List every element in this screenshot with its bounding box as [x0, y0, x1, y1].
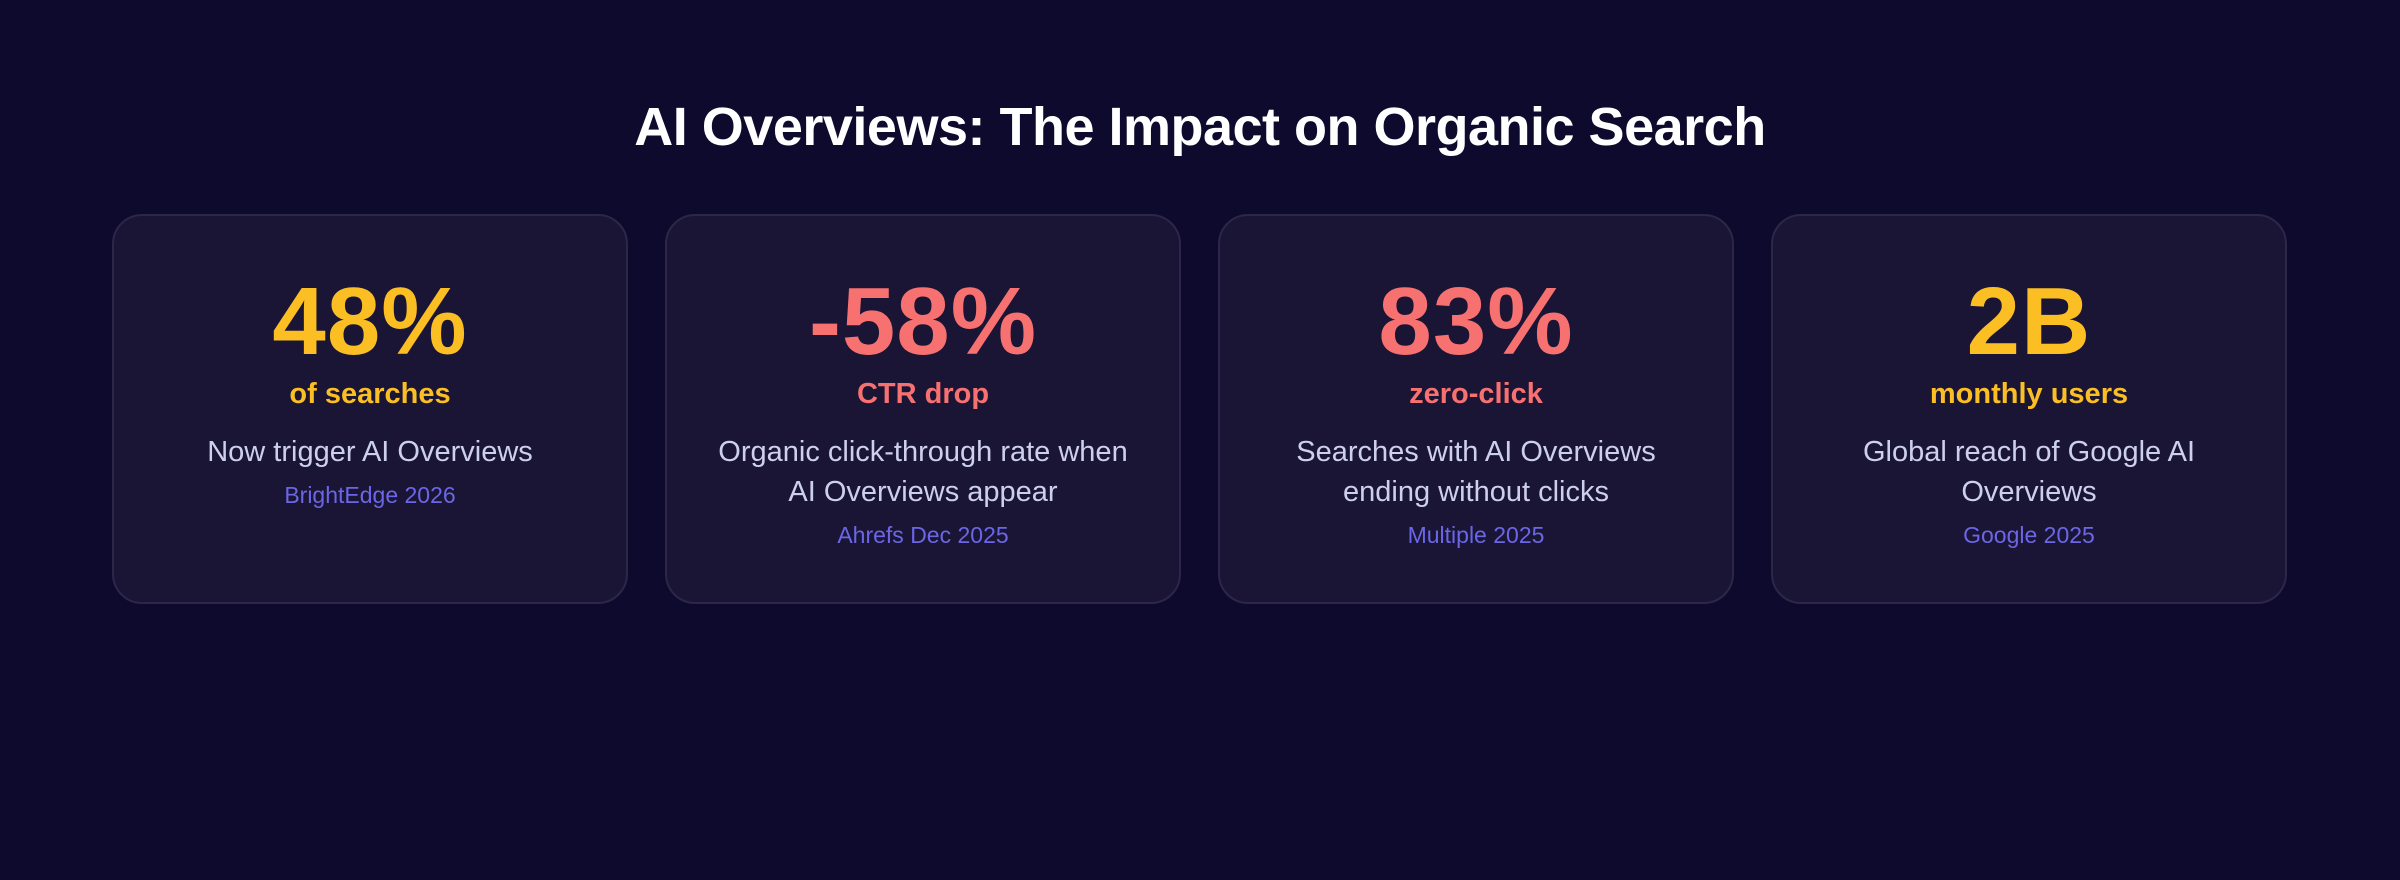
stat-source: BrightEdge 2026 [284, 482, 456, 508]
stat-source: Multiple 2025 [1407, 522, 1545, 548]
stat-description: Now trigger AI Overviews [207, 436, 533, 468]
stat-card-searches: 48% of searches Now trigger AI Overviews… [112, 214, 628, 604]
stat-unit: zero-click [1409, 378, 1543, 410]
stat-description: Searches with AI Overviews ending withou… [1296, 436, 1656, 508]
stat-source: Ahrefs Dec 2025 [837, 522, 1009, 548]
stat-unit: monthly users [1929, 378, 2129, 410]
stat-description: Organic click-through rate when AI Overv… [718, 436, 1128, 508]
stat-card-ctr-drop: -58% CTR drop Organic click-through rate… [665, 214, 1181, 604]
stat-card-monthly-users: 2B monthly users Global reach of Google … [1771, 214, 2287, 604]
stat-value: -58% [808, 268, 1038, 375]
stat-description: Global reach of Google AI Overviews [1862, 436, 2196, 508]
stat-unit: CTR drop [856, 378, 990, 410]
page-title: AI Overviews: The Impact on Organic Sear… [634, 97, 1766, 157]
stat-unit: of searches [289, 378, 451, 410]
stat-value: 83% [1378, 268, 1574, 375]
stat-value: 2B [1966, 268, 2092, 375]
stat-card-zero-click: 83% zero-click Searches with AI Overview… [1218, 214, 1734, 604]
stat-value: 48% [272, 268, 468, 375]
stat-source: Google 2025 [1963, 522, 2095, 548]
stat-cards: 48% of searches Now trigger AI Overviews… [112, 214, 2288, 604]
